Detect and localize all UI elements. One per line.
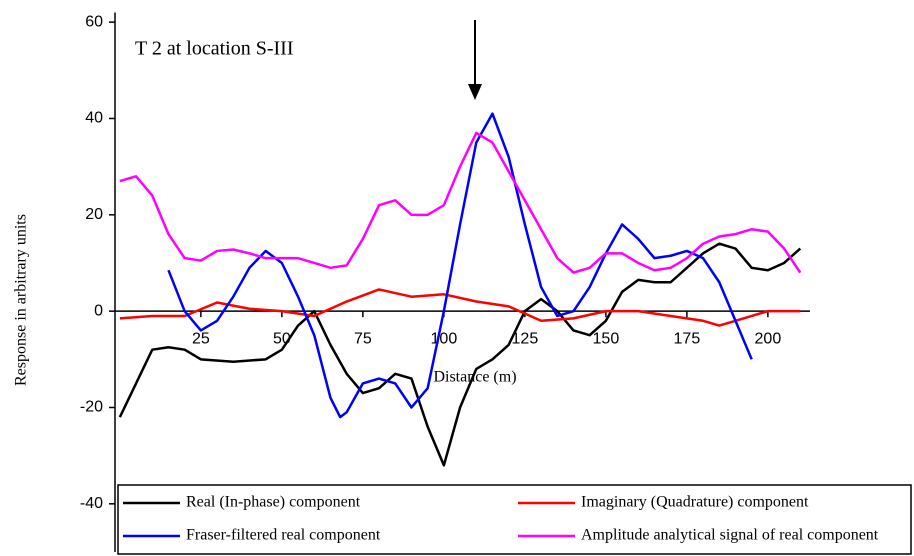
x-tick-label: 150 bbox=[593, 330, 620, 347]
legend-label: Real (In-phase) component bbox=[186, 494, 361, 511]
x-tick-label: 100 bbox=[431, 330, 458, 347]
y-axis-label: Response in arbitrary units bbox=[13, 214, 30, 386]
y-tick-label: 0 bbox=[94, 302, 103, 319]
legend-label: Imaginary (Quadrature) component bbox=[581, 494, 809, 511]
x-tick-label: 75 bbox=[354, 330, 372, 347]
series-line bbox=[118, 242, 802, 467]
y-tick-label: 40 bbox=[85, 110, 103, 127]
arrow-head bbox=[468, 84, 482, 100]
x-tick-label: 175 bbox=[674, 330, 701, 347]
x-axis-label: Distance (m) bbox=[433, 369, 516, 386]
y-tick-label: 20 bbox=[85, 206, 103, 223]
y-tick-label: 60 bbox=[85, 13, 103, 30]
series-line bbox=[167, 112, 753, 419]
x-tick-label: 125 bbox=[512, 330, 539, 347]
annotation: T 2 at location S-III bbox=[135, 38, 293, 60]
y-tick-label: -20 bbox=[80, 399, 103, 416]
y-tick-label: -40 bbox=[80, 495, 103, 512]
series-line bbox=[119, 288, 801, 327]
legend-label: Amplitude analytical signal of real comp… bbox=[581, 527, 879, 544]
x-tick-label: 200 bbox=[755, 330, 782, 347]
legend-label: Fraser-filtered real component bbox=[186, 527, 381, 544]
series-line bbox=[119, 131, 802, 274]
legend-box bbox=[117, 484, 912, 555]
x-tick-label: 25 bbox=[192, 330, 210, 347]
